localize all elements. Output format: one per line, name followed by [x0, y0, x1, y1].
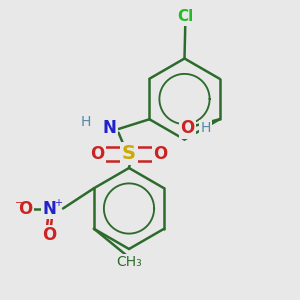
Text: +: + — [54, 198, 61, 208]
Text: O: O — [153, 145, 168, 163]
Text: O: O — [90, 145, 105, 163]
Text: H: H — [200, 121, 211, 135]
Text: O: O — [42, 226, 57, 244]
Text: Cl: Cl — [177, 9, 194, 24]
Text: −: − — [15, 198, 24, 208]
Text: H: H — [80, 115, 91, 128]
Text: O: O — [18, 200, 33, 217]
Text: N: N — [43, 200, 56, 217]
Text: S: S — [122, 144, 136, 164]
Text: CH₃: CH₃ — [116, 255, 142, 269]
Text: O: O — [180, 119, 195, 137]
Text: N: N — [103, 119, 116, 137]
